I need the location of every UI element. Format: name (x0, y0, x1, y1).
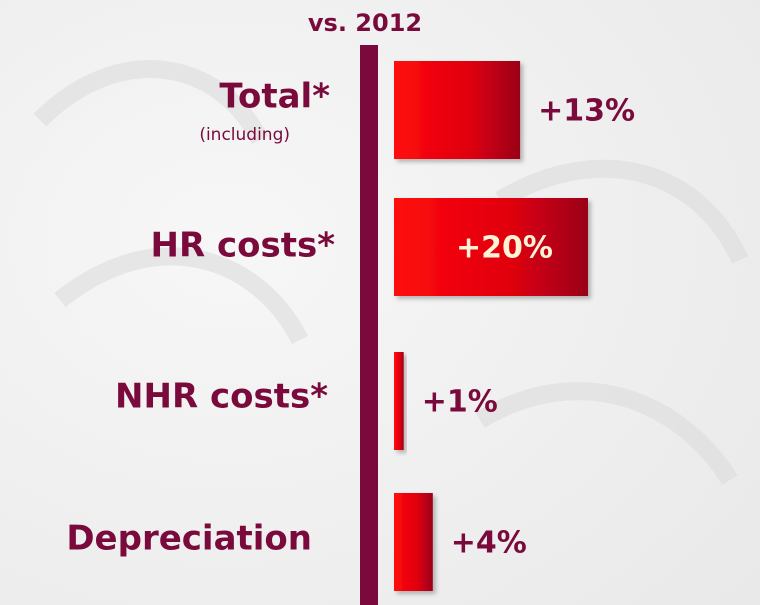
bar (394, 61, 521, 159)
value-label: +20% (456, 231, 553, 266)
chart-title: vs. 2012 (308, 9, 422, 37)
value-label: +1% (422, 385, 498, 420)
value-label: +4% (451, 526, 527, 561)
category-label: HR costs* (151, 226, 336, 266)
category-label: NHR costs* (115, 377, 328, 417)
bar (394, 352, 404, 450)
bar (394, 198, 588, 296)
bar (394, 493, 433, 591)
category-label: Total* (219, 77, 330, 117)
value-label: +13% (538, 94, 635, 129)
category-note: (including) (199, 125, 290, 145)
background-swirl (33, 60, 749, 485)
axis-bar (360, 45, 378, 605)
category-label: Depreciation (66, 519, 312, 559)
